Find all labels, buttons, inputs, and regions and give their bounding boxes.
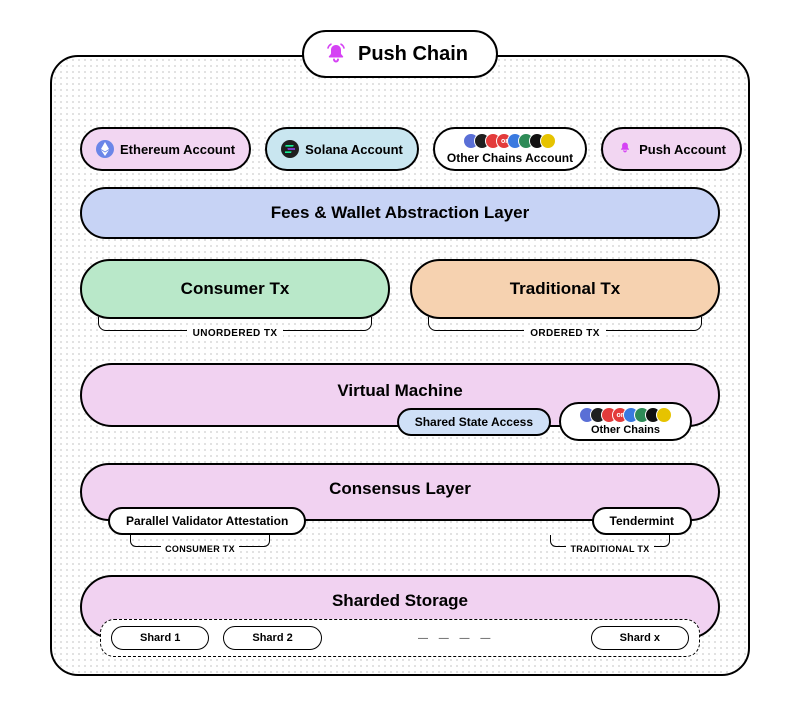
diagram-canvas: Ethereum Account Solana Account or Other… (50, 55, 750, 676)
shared-state-pill: Shared State Access (397, 408, 551, 436)
traditional-tx: Traditional Tx (410, 259, 720, 319)
solana-icon (281, 140, 299, 158)
storage-title: Sharded Storage (332, 591, 468, 610)
shard-container: Shard 1 Shard 2 — — — — Shard x (100, 619, 700, 657)
other-chains-pill: or Other Chains (559, 402, 692, 441)
account-push: Push Account (601, 127, 742, 171)
account-label: Other Chains Account (447, 151, 573, 165)
storage-layer-wrap: Sharded Storage Shard 1 Shard 2 — — — — … (80, 575, 720, 639)
fees-layer-label: Fees & Wallet Abstraction Layer (271, 203, 530, 222)
traditional-tx-bracket-label: TRADITIONAL TX (550, 544, 670, 554)
tendermint-label: Tendermint (610, 514, 674, 528)
consensus-title: Consensus Layer (329, 479, 471, 498)
consumer-tx-bracket-label: CONSUMER TX (130, 544, 270, 554)
account-label: Ethereum Account (120, 142, 235, 157)
title-pill: Push Chain (302, 30, 498, 78)
chain-cluster-icon: or (463, 133, 556, 149)
consensus-brackets: CONSUMER TX TRADITIONAL TX (80, 535, 720, 559)
tx-row: Consumer Tx Traditional Tx (80, 259, 720, 319)
consumer-tx-label: Consumer Tx (181, 279, 290, 298)
shard-label: Shard x (620, 632, 660, 644)
account-ethereum: Ethereum Account (80, 127, 251, 171)
vm-title: Virtual Machine (337, 381, 462, 400)
parallel-validator-label: Parallel Validator Attestation (126, 514, 288, 528)
account-label: Push Account (639, 142, 726, 157)
tendermint-pill: Tendermint (592, 507, 692, 535)
ordered-tx-label: ORDERED TX (410, 328, 720, 339)
account-other-chains: or Other Chains Account (433, 127, 587, 171)
accounts-row: Ethereum Account Solana Account or Other… (80, 127, 720, 171)
consumer-tx: Consumer Tx (80, 259, 390, 319)
shard-label: Shard 1 (140, 632, 180, 644)
fees-layer: Fees & Wallet Abstraction Layer (80, 187, 720, 239)
consensus-layer-wrap: Consensus Layer Parallel Validator Attes… (80, 463, 720, 521)
account-solana: Solana Account (265, 127, 419, 171)
ethereum-icon (96, 140, 114, 158)
shard-pill: Shard x (591, 626, 689, 650)
traditional-tx-label: Traditional Tx (510, 279, 621, 298)
tx-brackets: UNORDERED TX ORDERED TX (80, 317, 720, 343)
vm-layer-wrap: Virtual Machine Shared State Access or O… (80, 363, 720, 427)
shard-pill: Shard 2 (223, 626, 321, 650)
account-label: Solana Account (305, 142, 403, 157)
parallel-validator-pill: Parallel Validator Attestation (108, 507, 306, 535)
shard-ellipsis: — — — — (336, 633, 577, 644)
chain-cluster-icon: or (579, 407, 672, 423)
title-label: Push Chain (358, 43, 468, 66)
shard-pill: Shard 1 (111, 626, 209, 650)
bell-icon (617, 140, 633, 159)
shard-label: Shard 2 (252, 632, 292, 644)
bell-icon (324, 42, 348, 66)
unordered-tx-label: UNORDERED TX (80, 328, 390, 339)
other-chains-label: Other Chains (591, 424, 660, 436)
shared-state-label: Shared State Access (415, 415, 533, 429)
